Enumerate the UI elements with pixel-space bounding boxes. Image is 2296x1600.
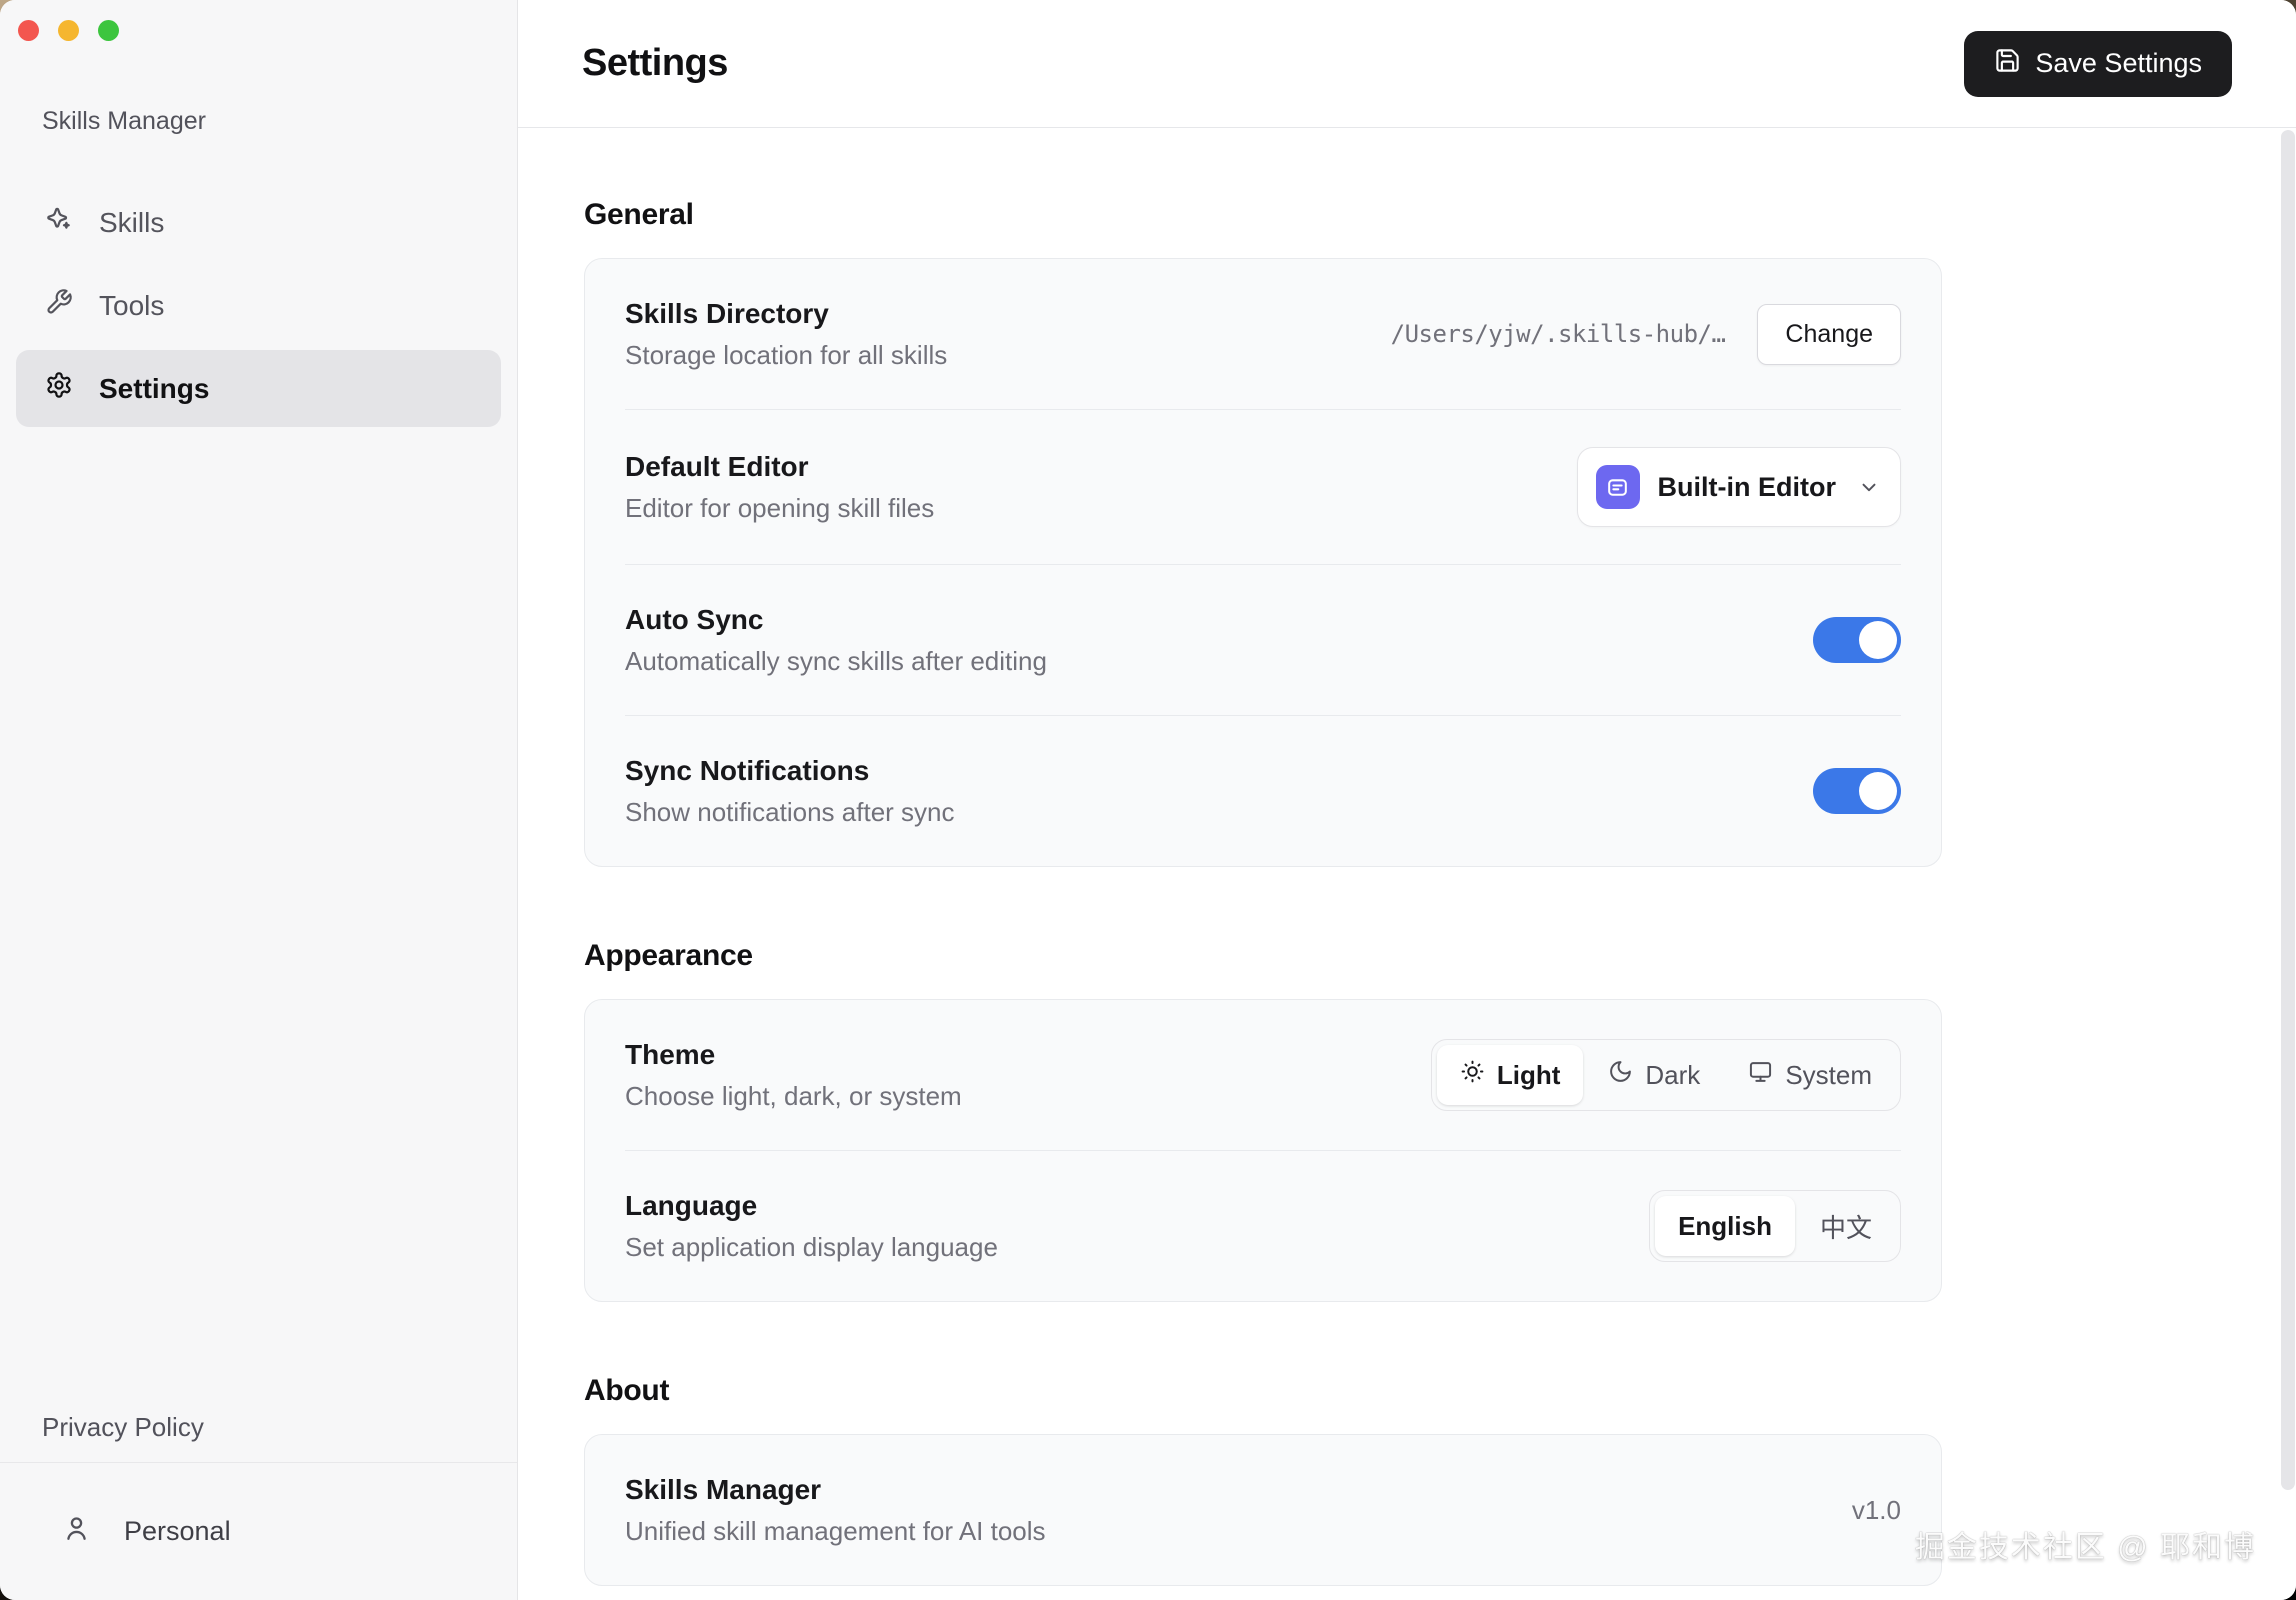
close-window-button[interactable] (18, 20, 39, 41)
setting-title: Default Editor (625, 451, 809, 482)
save-button-label: Save Settings (2035, 48, 2202, 78)
setting-subtitle: Set application display language (625, 1232, 998, 1262)
setting-row-skills-directory: Skills Directory Storage location for al… (585, 259, 1941, 409)
setting-subtitle: Show notifications after sync (625, 797, 955, 827)
moon-icon (1608, 1059, 1633, 1091)
setting-title: Theme (625, 1039, 716, 1070)
sidebar-item-label: Skills (99, 206, 165, 238)
section-heading: About (584, 1374, 670, 1407)
setting-title: Language (625, 1190, 758, 1221)
watermark-text: 掘金技术社区 @ 耶和博 (1914, 1531, 2256, 1564)
sidebar-item-tools[interactable]: Tools (16, 267, 501, 344)
sidebar-divider (0, 1462, 517, 1463)
sidebar-item-label: Tools (99, 289, 165, 321)
sidebar-item-settings[interactable]: Settings (16, 350, 501, 427)
setting-row-language: Language Set application display languag… (585, 1151, 1941, 1301)
chevron-down-icon (1854, 476, 1880, 498)
wrench-icon (45, 288, 73, 323)
sidebar-nav: Skills Tools Settings (16, 184, 501, 427)
language-option-english[interactable]: English (1655, 1196, 1795, 1256)
setting-title: Sync Notifications (625, 755, 870, 786)
theme-option-label: Light (1496, 1059, 1561, 1090)
section-about: About Skills Manager Unified skill manag… (584, 1374, 1942, 1586)
editor-app-icon (1595, 465, 1640, 509)
setting-row-sync-notifications: Sync Notifications Show notifications af… (585, 716, 1941, 866)
toggle-knob (1859, 772, 1897, 810)
account-label: Personal (124, 1516, 231, 1546)
account-row[interactable]: Personal (0, 1463, 517, 1600)
section-appearance: Appearance Theme Choose light, dark, or … (584, 939, 1942, 1302)
change-directory-button[interactable]: Change (1757, 303, 1901, 365)
theme-option-system[interactable]: System (1725, 1045, 1895, 1105)
setting-row-auto-sync: Auto Sync Automatically sync skills afte… (585, 565, 1941, 715)
row-divider (625, 715, 1901, 716)
default-editor-value: Built-in Editor (1657, 471, 1836, 502)
setting-row-default-editor: Default Editor Editor for opening skill … (585, 410, 1941, 564)
about-row: Skills Manager Unified skill management … (585, 1435, 1941, 1585)
language-segmented-control: English 中文 (1649, 1190, 1901, 1262)
app-title: Skills Manager (42, 107, 206, 135)
about-app-description: Unified skill management for AI tools (625, 1516, 1046, 1546)
sidebar: Skills Manager Skills Tools (0, 0, 518, 1600)
sidebar-spacer (0, 427, 517, 1412)
setting-subtitle: Editor for opening skill files (625, 493, 935, 523)
window-controls (0, 0, 517, 41)
sun-icon (1460, 1059, 1485, 1091)
language-option-label: 中文 (1819, 1212, 1872, 1243)
row-divider (625, 1150, 1901, 1151)
save-settings-button[interactable]: Save Settings (1964, 30, 2232, 97)
theme-segmented-control: Light Dark (1430, 1039, 1901, 1111)
section-general: General Skills Directory Storage locatio… (584, 198, 1942, 867)
gear-icon (45, 371, 73, 406)
toggle-knob (1859, 621, 1897, 659)
sidebar-item-label: Settings (99, 372, 210, 404)
setting-subtitle: Storage location for all skills (625, 340, 948, 370)
about-card: Skills Manager Unified skill management … (584, 1434, 1942, 1586)
minimize-window-button[interactable] (58, 20, 79, 41)
row-divider (625, 409, 1901, 410)
about-app-name: Skills Manager (625, 1474, 822, 1505)
vertical-scrollbar[interactable] (2281, 130, 2295, 1490)
language-option-label: English (1678, 1210, 1772, 1241)
appearance-card: Theme Choose light, dark, or system (584, 999, 1942, 1302)
row-divider (625, 564, 1901, 565)
general-card: Skills Directory Storage location for al… (584, 258, 1942, 867)
save-icon (1994, 47, 2021, 81)
setting-title: Skills Directory (625, 298, 829, 329)
setting-title: Auto Sync (625, 604, 764, 635)
setting-subtitle: Choose light, dark, or system (625, 1081, 962, 1111)
theme-option-label: Dark (1645, 1059, 1701, 1090)
default-editor-dropdown[interactable]: Built-in Editor (1576, 447, 1901, 527)
section-heading: Appearance (584, 939, 753, 972)
sidebar-item-skills[interactable]: Skills (16, 184, 501, 261)
main-panel: Settings Save Settings General (518, 0, 2296, 1600)
sync-notifications-toggle[interactable] (1813, 768, 1901, 814)
theme-option-label: System (1785, 1059, 1872, 1090)
language-option-chinese[interactable]: 中文 (1797, 1196, 1895, 1256)
monitor-icon (1748, 1059, 1773, 1091)
setting-row-theme: Theme Choose light, dark, or system (585, 1000, 1941, 1150)
theme-option-dark[interactable]: Dark (1585, 1045, 1723, 1105)
setting-subtitle: Automatically sync skills after editing (625, 646, 1047, 676)
skills-directory-path: /Users/yjw/.skills-hub/… (1390, 320, 1726, 348)
auto-sync-toggle[interactable] (1813, 617, 1901, 663)
fullscreen-window-button[interactable] (98, 20, 119, 41)
page-title: Settings (582, 42, 728, 84)
version-label: v1.0 (1851, 1494, 1901, 1525)
privacy-policy-link[interactable]: Privacy Policy (42, 1412, 204, 1442)
page-header: Settings Save Settings (518, 0, 2296, 128)
section-heading: General (584, 198, 694, 231)
settings-content: General Skills Directory Storage locatio… (584, 128, 1942, 1586)
user-icon (62, 1514, 91, 1550)
theme-option-light[interactable]: Light (1436, 1045, 1584, 1105)
sparkles-icon (45, 205, 73, 240)
